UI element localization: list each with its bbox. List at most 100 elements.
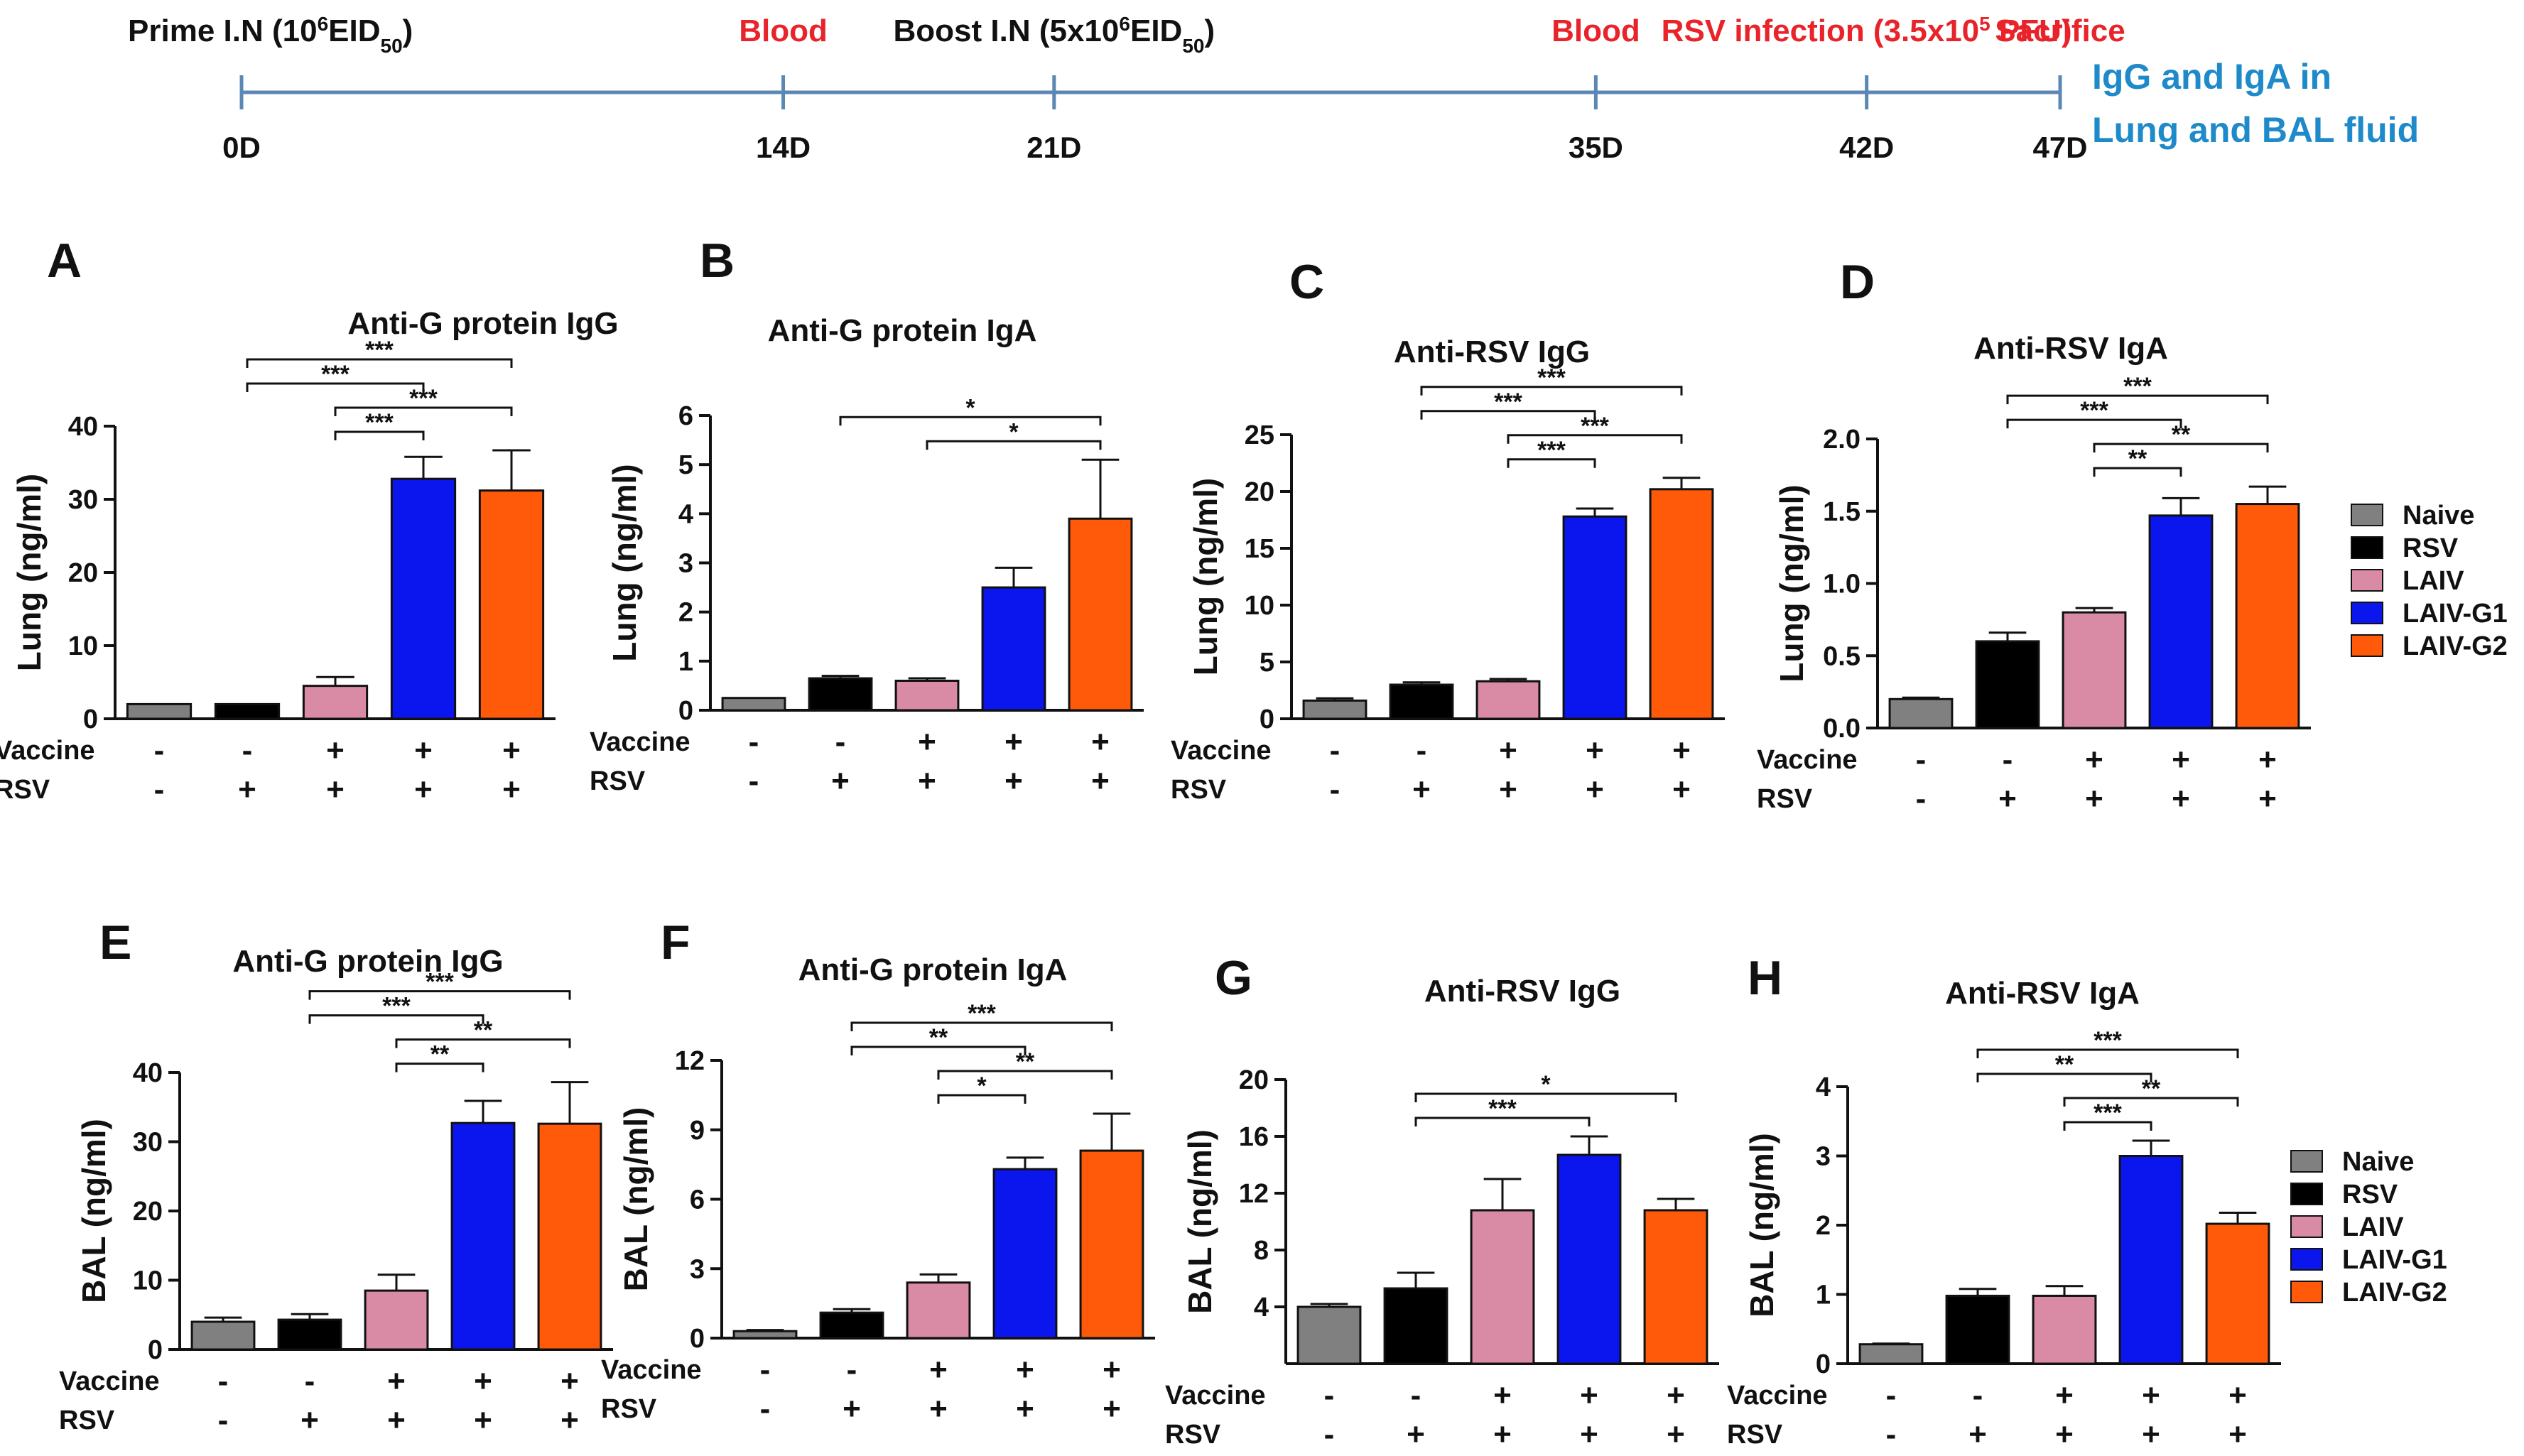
y-tick-label: 8 <box>1254 1236 1269 1266</box>
rsv-sign: + <box>1586 772 1604 807</box>
significance-label: ** <box>2128 445 2147 472</box>
vaccine-sign: + <box>2142 1378 2160 1413</box>
vaccine-sign: - <box>1973 1378 1983 1413</box>
significance-label: *** <box>1494 389 1522 415</box>
bar-laiv-g2 <box>537 1122 602 1351</box>
y-tick-label: 6 <box>690 1185 705 1215</box>
bar-laiv-g1 <box>2118 1155 2184 1365</box>
rsv-sign: + <box>2055 1417 2074 1452</box>
chart-title: Anti-G protein IgA <box>798 952 1068 987</box>
vaccine-sign: - <box>1324 1378 1335 1413</box>
timeline-event-label-part: EID <box>328 13 380 48</box>
y-tick-label: 0 <box>1260 705 1274 734</box>
panel-letter: F <box>661 916 690 969</box>
vaccine-row-label: Vaccine <box>1171 736 1272 766</box>
y-axis-label: BAL (ng/ml) <box>1181 1129 1218 1314</box>
rsv-sign: + <box>1998 781 2017 816</box>
rsv-sign: + <box>1412 772 1431 807</box>
rsv-sign: + <box>843 1391 861 1426</box>
y-tick-label: 15 <box>1245 534 1274 564</box>
bar-laiv-g2 <box>2205 1222 2270 1365</box>
vaccine-sign: + <box>502 733 521 768</box>
legend-swatch <box>2351 536 2383 559</box>
significance-bracket <box>926 440 1102 450</box>
y-tick-label: 5 <box>1260 648 1274 678</box>
vaccine-sign: - <box>305 1364 315 1398</box>
bar-rsv <box>214 702 281 720</box>
rsv-row-label: RSV <box>1757 784 1813 814</box>
y-axis-label: Lung (ng/ml) <box>1187 478 1224 675</box>
y-axis-label: BAL (ng/ml) <box>1743 1133 1780 1318</box>
chart-panel-a: A Anti-G protein IgG 0 10 20 30 40 Lung (ng/ml)… <box>0 234 619 807</box>
vaccine-sign: + <box>1672 733 1691 768</box>
timeline-event-label-part: Sacrifice <box>1995 13 2125 48</box>
vaccine-sign: + <box>474 1364 492 1398</box>
vaccine-row-label: Vaccine <box>601 1355 702 1385</box>
legend-label: RSV <box>2403 533 2459 563</box>
significance-label: *** <box>365 409 394 436</box>
y-axis-label: BAL (ng/ml) <box>75 1119 112 1303</box>
vaccine-sign: + <box>2055 1378 2074 1413</box>
bar-laiv <box>1475 680 1541 720</box>
y-tick-label: 40 <box>68 412 98 442</box>
timeline-event-label: Blood <box>739 13 828 48</box>
rsv-sign: + <box>238 772 256 807</box>
vaccine-sign: - <box>1886 1378 1897 1413</box>
timeline-event-label-part: RSV infection (3.5x10 <box>1662 13 1979 48</box>
rsv-sign: + <box>918 764 936 798</box>
bar-naive <box>1888 697 1954 729</box>
chart-title: Anti-RSV IgA <box>1973 331 2168 366</box>
legend-label: Naive <box>2403 501 2474 531</box>
significance-bracket <box>395 1038 571 1048</box>
bar-laiv-g2 <box>478 489 545 720</box>
significance-label: *** <box>382 993 411 1020</box>
bar-naive <box>190 1320 256 1351</box>
significance-bracket <box>1420 386 1683 396</box>
y-tick-label: 20 <box>1245 477 1274 507</box>
rsv-sign: - <box>154 772 165 807</box>
vaccine-row-label: Vaccine <box>1165 1381 1266 1411</box>
vaccine-sign: - <box>154 733 165 768</box>
significance-bracket <box>839 415 1102 426</box>
bar-laiv <box>302 685 369 720</box>
significance-label: *** <box>2094 1099 2122 1126</box>
legend-label: LAIV-G1 <box>2342 1245 2447 1275</box>
bar-naive <box>126 702 193 720</box>
significance-label: * <box>1009 418 1019 445</box>
rsv-sign: + <box>1499 772 1517 807</box>
significance-label: *** <box>2080 397 2108 424</box>
timeline-event-label-part: PFU) <box>1991 13 2072 48</box>
vaccine-sign: + <box>918 724 936 759</box>
timeline-event-label: Blood <box>1551 13 1640 48</box>
rsv-sign: + <box>2085 781 2103 816</box>
timeline-event-label-part: ) <box>1204 13 1215 48</box>
significance-bracket <box>1976 1072 2152 1083</box>
rsv-sign: + <box>2228 1417 2247 1452</box>
chart-panel-e: E Anti-G protein IgG 0 10 20 30 40 BAL (ng/ml) V… <box>59 916 613 1438</box>
significance-bracket <box>308 990 571 1000</box>
rsv-sign: + <box>560 1403 579 1438</box>
bar-rsv <box>808 677 873 712</box>
vaccine-sign: - <box>847 1352 857 1387</box>
rsv-row-label: RSV <box>0 775 50 805</box>
rsv-sign: + <box>831 764 850 798</box>
bar-rsv <box>819 1311 884 1340</box>
bar-laiv-g1 <box>390 477 457 720</box>
significance-bracket <box>1976 1048 2239 1059</box>
vaccine-sign: + <box>1004 724 1023 759</box>
bar-laiv-g2 <box>1079 1149 1144 1340</box>
significance-bracket <box>2093 467 2182 477</box>
significance-bracket <box>1414 1092 1677 1102</box>
rsv-sign: - <box>1324 1417 1335 1452</box>
significance-label: *** <box>409 385 438 412</box>
significance-label: *** <box>1537 364 1566 391</box>
y-tick-label: 4 <box>678 499 693 529</box>
vaccine-sign: + <box>1493 1378 1512 1413</box>
timeline-event-label-part: Blood <box>739 13 828 48</box>
bar-laiv <box>1470 1209 1535 1365</box>
timeline-endpoint-label: Lung and BAL fluid <box>2092 110 2419 150</box>
vaccine-row-label: Vaccine <box>0 736 95 766</box>
